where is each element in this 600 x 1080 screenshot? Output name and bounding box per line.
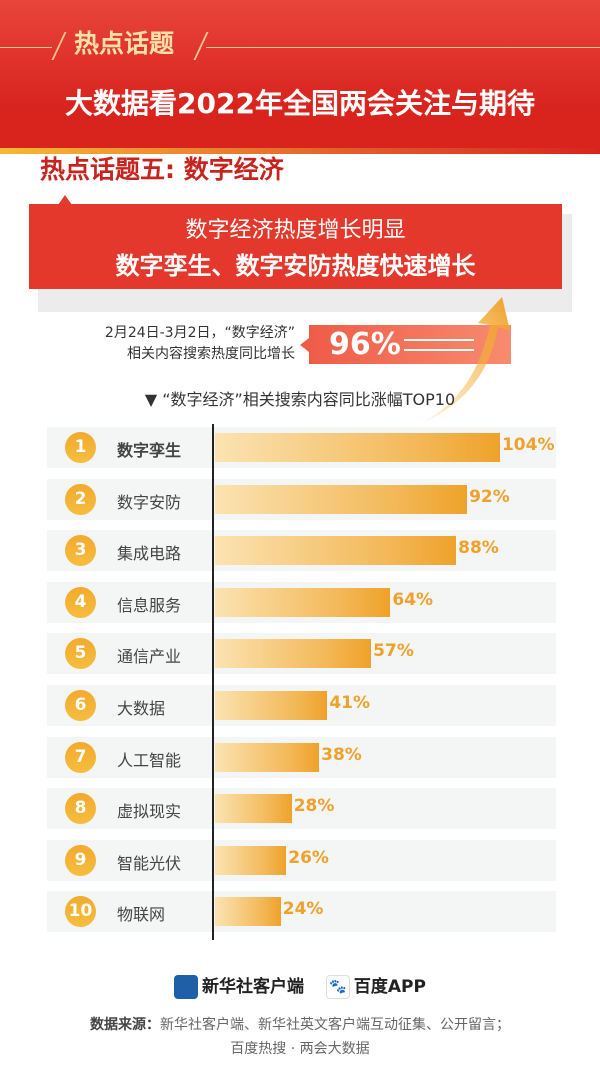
rank-badge: 1 bbox=[65, 432, 96, 463]
bar bbox=[215, 433, 500, 462]
bar bbox=[215, 794, 292, 824]
value-label: 57% bbox=[373, 641, 414, 662]
speed-lines bbox=[404, 339, 474, 351]
rank-badge: 7 bbox=[65, 741, 96, 773]
category-label: 智能光伏 bbox=[117, 853, 182, 873]
stat-line1: 2月24日-3月2日，“数字经济” bbox=[104, 325, 295, 341]
chart-row: 3 集成电路 88% bbox=[47, 530, 556, 572]
callout-box: 数字经济热度增长明显 数字孪生、数字安防热度快速增长 bbox=[29, 204, 562, 289]
growth-arrow-icon bbox=[422, 297, 510, 423]
logos: 新华社客户端 🐾 百度APP bbox=[0, 972, 600, 999]
header-banner: 热点话题 大数据看2022年全国两会关注与期待 bbox=[0, 0, 600, 152]
chart-row: 8 虚拟现实 28% bbox=[47, 788, 556, 830]
chart-row: 1 数字孪生 104% bbox=[47, 427, 556, 468]
divider bbox=[193, 32, 209, 60]
rank-badge: 6 bbox=[65, 690, 96, 721]
stat-description: 2月24日-3月2日，“数字经济” 相关内容搜索热度同比增长 bbox=[40, 323, 295, 365]
rank-badge: 5 bbox=[65, 638, 96, 670]
source-line2: 百度热搜 · 两会大数据 bbox=[230, 1041, 370, 1057]
divider bbox=[51, 32, 67, 60]
chart-row: 10 物联网 24% bbox=[47, 891, 556, 933]
xinhua-logo-icon bbox=[174, 975, 199, 999]
chart-row: 5 通信产业 57% bbox=[47, 633, 556, 675]
value-label: 24% bbox=[282, 899, 324, 920]
bar bbox=[215, 587, 391, 617]
chart-row: 6 大数据 41% bbox=[47, 685, 556, 726]
divider bbox=[206, 47, 600, 48]
divider bbox=[0, 47, 52, 48]
bar bbox=[215, 484, 468, 514]
bar bbox=[215, 639, 372, 669]
baidu-paw-icon: 🐾 bbox=[325, 975, 350, 999]
callout-line1: 数字经济热度增长明显 bbox=[185, 218, 406, 243]
category-label: 数字安防 bbox=[117, 492, 182, 512]
stat-badge: 96% bbox=[300, 325, 511, 364]
chart-row: 7 人工智能 38% bbox=[47, 736, 556, 778]
callout-pointer bbox=[58, 195, 72, 205]
chart-axis bbox=[212, 424, 214, 940]
rank-badge: 2 bbox=[65, 483, 96, 515]
category-label: 物联网 bbox=[117, 905, 166, 925]
chart-title: ▼ “数字经济”相关搜索内容同比涨幅TOP10 bbox=[144, 390, 456, 409]
category-label: 集成电路 bbox=[117, 544, 182, 564]
data-source: 数据来源：新华社客户端、新华社英文客户端互动征集、公开留言； 百度热搜 · 两会… bbox=[0, 1013, 600, 1061]
topic-title: 热点话题五: 数字经济 bbox=[40, 155, 284, 184]
bar bbox=[215, 536, 457, 566]
rank-badge: 10 bbox=[65, 896, 96, 928]
category-label: 人工智能 bbox=[117, 750, 182, 770]
bar bbox=[215, 897, 281, 927]
value-label: 28% bbox=[293, 796, 335, 817]
value-label: 104% bbox=[501, 435, 555, 455]
category-label: 通信产业 bbox=[117, 647, 182, 667]
page-title: 大数据看2022年全国两会关注与期待 bbox=[65, 87, 535, 120]
logo2-text: 百度APP bbox=[353, 977, 426, 997]
stat-line2: 相关内容搜索热度同比增长 bbox=[127, 346, 295, 362]
value-label: 26% bbox=[288, 847, 329, 868]
value-label: 41% bbox=[329, 693, 371, 713]
source-label: 数据来源： bbox=[90, 1017, 160, 1033]
header-strip bbox=[0, 148, 600, 154]
chart-row: 9 智能光伏 26% bbox=[47, 839, 556, 881]
stat-value: 96% bbox=[329, 327, 401, 362]
rank-badge: 9 bbox=[65, 844, 96, 876]
logo1-text: 新华社客户端 bbox=[202, 977, 305, 997]
bar bbox=[215, 691, 328, 720]
category-label: 虚拟现实 bbox=[117, 802, 182, 822]
category-label: 数字孪生 bbox=[117, 441, 182, 460]
chart-row: 4 信息服务 64% bbox=[47, 581, 556, 623]
rank-badge: 3 bbox=[65, 535, 96, 567]
chart-row: 2 数字安防 92% bbox=[47, 478, 556, 520]
bar bbox=[215, 845, 287, 875]
header-tag: 热点话题 bbox=[74, 29, 175, 58]
bar bbox=[215, 742, 320, 772]
value-label: 92% bbox=[469, 486, 510, 507]
value-label: 38% bbox=[321, 744, 362, 765]
category-label: 大数据 bbox=[117, 699, 166, 718]
callout-line2: 数字孪生、数字安防热度快速增长 bbox=[115, 252, 476, 280]
value-label: 64% bbox=[392, 589, 434, 610]
value-label: 88% bbox=[458, 538, 499, 559]
rank-badge: 8 bbox=[65, 793, 96, 825]
rank-badge: 4 bbox=[65, 586, 96, 618]
category-label: 信息服务 bbox=[117, 595, 182, 615]
source-line1: 新华社客户端、新华社英文客户端互动征集、公开留言； bbox=[160, 1017, 510, 1033]
